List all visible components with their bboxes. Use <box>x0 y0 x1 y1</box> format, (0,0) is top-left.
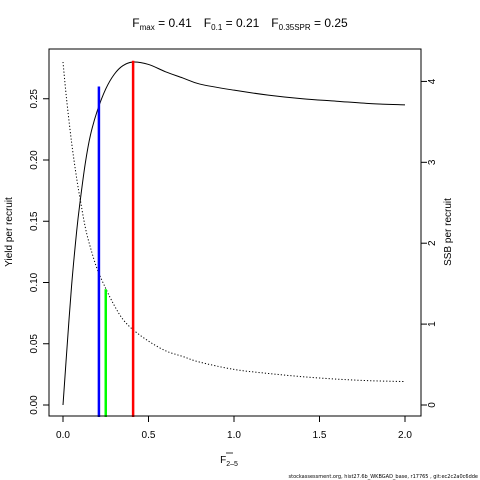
x-tick-label: 1.5 <box>313 430 327 441</box>
fspr-value: = 0.25 <box>311 16 348 30</box>
y-right-tick-label: 1 <box>427 321 438 327</box>
y-right-tick-label: 3 <box>427 159 438 165</box>
y-left-tick-label: 0.25 <box>29 89 40 109</box>
y-left-tick-label: 0.15 <box>29 211 40 231</box>
f01-label: F <box>204 16 211 30</box>
x-tick-label: 0.0 <box>56 430 70 441</box>
x-tick-label: 2.0 <box>398 430 412 441</box>
y-right-axis: 0 1 2 3 4 <box>420 78 438 408</box>
chart-title: Fmax = 0.41 F0.1 = 0.21 F0.35SPR = 0.25 <box>132 16 348 32</box>
x-label-main: F <box>220 455 226 466</box>
x-tick-label: 0.5 <box>142 430 156 441</box>
x-label-sub: 2–5 <box>226 461 238 468</box>
y-right-label: SSB per recruit <box>443 198 454 266</box>
f01-sub: 0.1 <box>211 23 223 32</box>
f01-value: = 0.21 <box>222 16 259 30</box>
fspr-sub: 0.35SPR <box>279 23 311 32</box>
x-axis-label: F2–5 <box>220 452 238 468</box>
y-left-tick-label: 0.10 <box>29 272 40 292</box>
x-tick-label: 1.0 <box>227 430 241 441</box>
fspr-label: F <box>271 16 278 30</box>
svg-text:F2–5: F2–5 <box>220 455 238 468</box>
y-left-tick-label: 0.20 <box>29 150 40 170</box>
y-left-axis: 0.00 0.05 0.10 0.15 0.20 0.25 <box>29 89 50 415</box>
y-right-tick-label: 2 <box>427 240 438 246</box>
series-layer <box>62 61 406 406</box>
ssb-per-recruit-line <box>62 61 406 383</box>
x-axis: 0.0 0.5 1.0 1.5 2.0 <box>56 415 412 441</box>
y-right-tick-label: 4 <box>427 78 438 84</box>
fmax-value: = 0.41 <box>155 16 192 30</box>
reference-lines <box>97 60 135 417</box>
footer-credit: stockassessment.org, hist27.6b_WKBGAD_ba… <box>289 474 479 480</box>
y-left-tick-label: 0.00 <box>29 395 40 415</box>
fmax-label: F <box>132 16 139 30</box>
yield-per-recruit-line <box>62 61 406 406</box>
fmax-sub: max <box>140 23 155 32</box>
y-right-tick-label: 0 <box>427 402 438 408</box>
y-left-tick-label: 0.05 <box>29 334 40 354</box>
y-left-label: Yield per recruit <box>4 197 15 267</box>
